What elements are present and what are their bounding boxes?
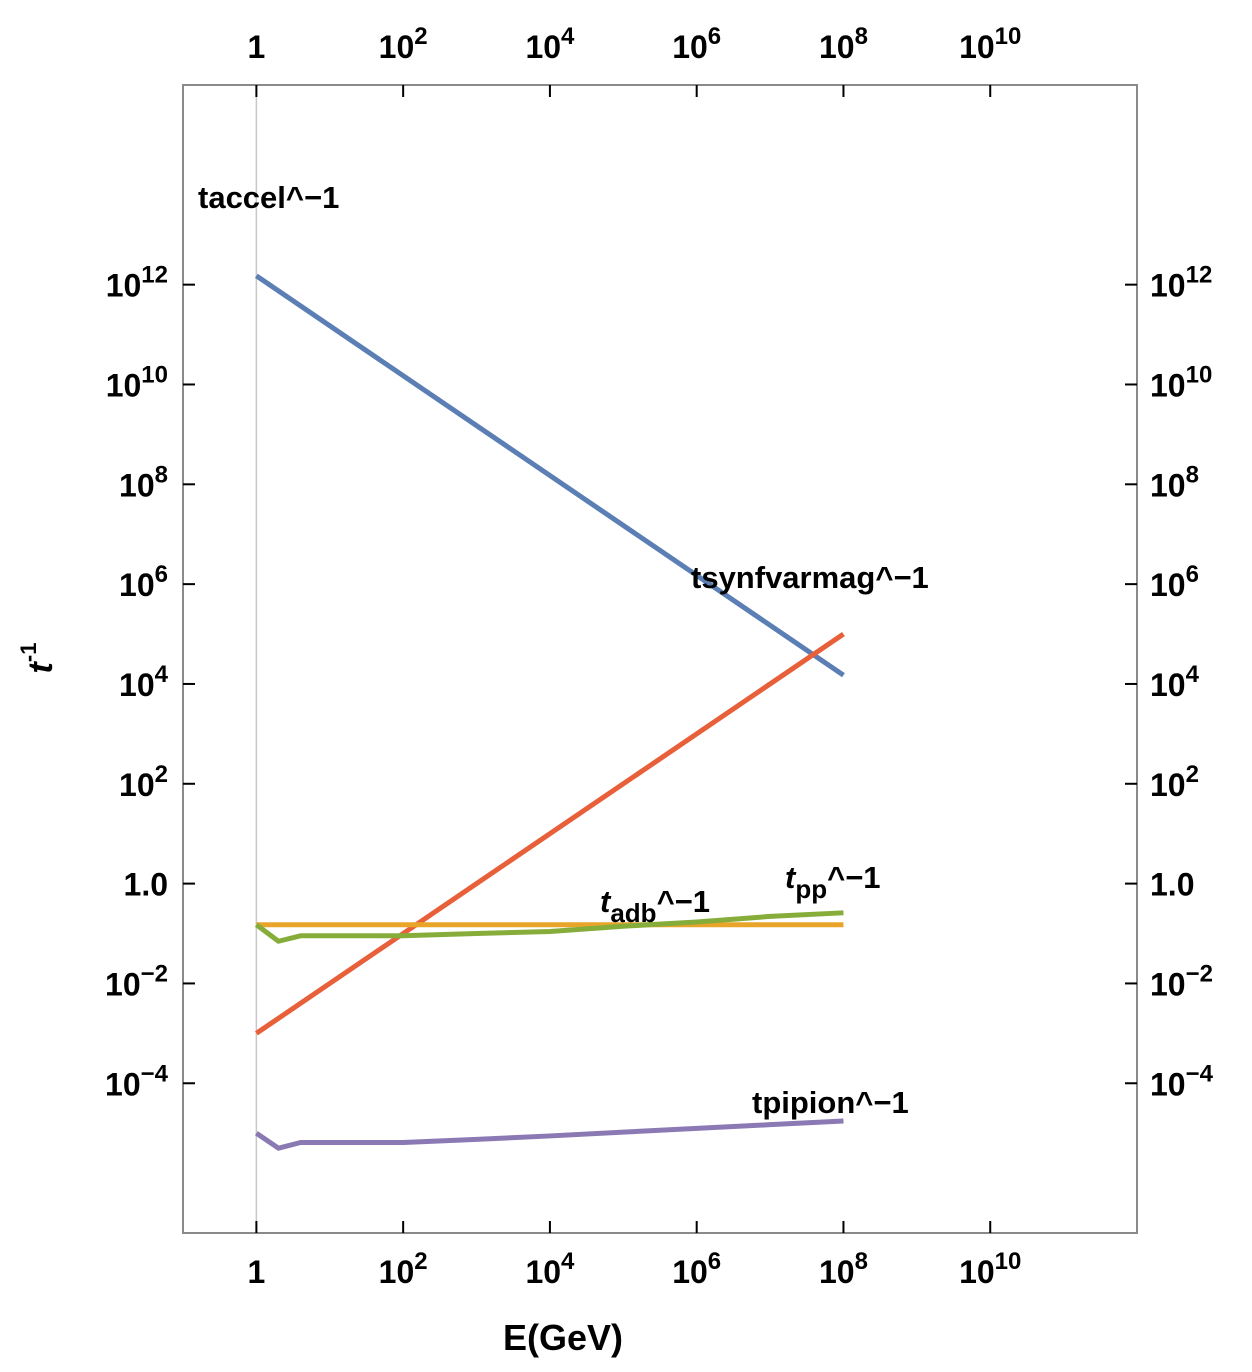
x-tick-label-bottom: 104 <box>525 1248 575 1290</box>
x-tick-label-bottom: 1 <box>247 1254 265 1290</box>
series-labels: taccel^−1 tsynfvarmag^−1 tadb^−1 tpp^−1 tpip… <box>198 180 929 1120</box>
y-tick-label-right: 10−4 <box>1150 1060 1214 1102</box>
axis-ticks <box>183 85 1137 1233</box>
plot-frame <box>182 84 1138 1234</box>
series-label-2: tadb^−1 <box>600 884 710 928</box>
x-tick-label-top: 108 <box>819 23 868 65</box>
y-tick-label-right: 1012 <box>1150 262 1212 304</box>
y-tick-label-left: 106 <box>119 561 168 603</box>
y-tick-label-left: 10−4 <box>105 1060 169 1102</box>
y-tick-label-right: 102 <box>1150 761 1199 803</box>
x-tick-label-top: 1 <box>247 29 265 65</box>
series-line-4 <box>254 1118 844 1151</box>
y-tick-label-right: 1.0 <box>1150 867 1194 903</box>
x-tick-label-top: 1010 <box>959 23 1021 65</box>
series-line-0 <box>254 273 845 678</box>
y-tick-label-left: 108 <box>119 461 168 503</box>
tick-labels: 1 1 102 102 104 104 106 106 108 108 1010 1010 1012 10… <box>105 23 1214 1290</box>
y-tick-label-left: 1010 <box>106 361 168 403</box>
x-tick-label-top: 102 <box>379 23 428 65</box>
series-group <box>254 273 845 1151</box>
x-tick-label-bottom: 102 <box>379 1248 428 1290</box>
y-tick-label-left: 1012 <box>106 262 168 304</box>
x-tick-label-bottom: 106 <box>672 1248 721 1290</box>
y-tick-label-left: 10−2 <box>105 960 168 1002</box>
series-label-3: tpp^−1 <box>785 860 881 904</box>
series-line-1 <box>254 631 845 1036</box>
x-tick-label-top: 104 <box>525 23 575 65</box>
x-tick-label-bottom: 108 <box>819 1248 868 1290</box>
x-axis-title: E(GeV) <box>503 1317 623 1358</box>
x-tick-label-top: 106 <box>672 23 721 65</box>
x-tick-label-bottom: 1010 <box>959 1248 1021 1290</box>
series-label-4: tpipion^−1 <box>752 1085 909 1120</box>
y-tick-label-right: 104 <box>1150 661 1200 703</box>
y-tick-label-right: 1010 <box>1150 361 1212 403</box>
series-line-3 <box>254 910 844 944</box>
y-tick-label-left: 104 <box>119 661 169 703</box>
y-tick-label-right: 10−2 <box>1150 960 1213 1002</box>
svg-text:t-1: t-1 <box>16 643 60 674</box>
series-label-0: taccel^−1 <box>198 180 339 215</box>
y-tick-label-right: 108 <box>1150 461 1199 503</box>
series-label-1: tsynfvarmag^−1 <box>691 560 929 595</box>
y-tick-label-right: 106 <box>1150 561 1199 603</box>
y-tick-label-left: 102 <box>119 761 168 803</box>
y-axis-title: t-1 <box>16 643 60 674</box>
y-tick-label-left: 1.0 <box>124 867 168 903</box>
